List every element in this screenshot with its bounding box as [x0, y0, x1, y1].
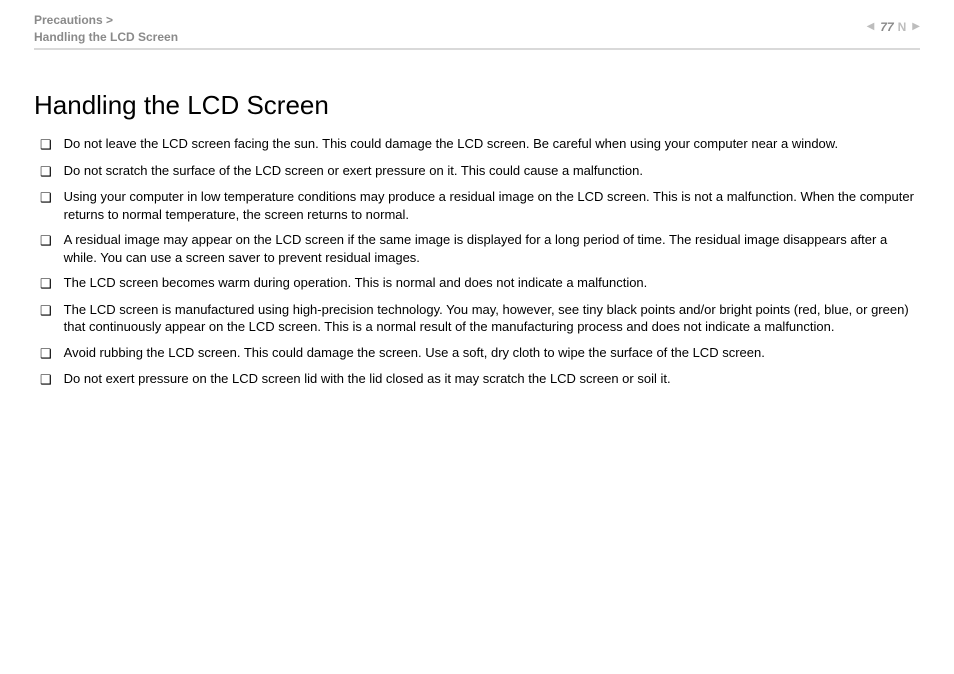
header-rule — [34, 48, 920, 50]
breadcrumb: Precautions > Handling the LCD Screen — [34, 12, 178, 46]
list-item: ❑ Using your computer in low temperature… — [40, 188, 920, 223]
list-item: ❑ The LCD screen is manufactured using h… — [40, 301, 920, 336]
bullet-icon: ❑ — [40, 275, 52, 293]
bullet-icon: ❑ — [40, 163, 52, 181]
page: Precautions > Handling the LCD Screen ◀ … — [0, 0, 954, 674]
list-item-text: Do not leave the LCD screen facing the s… — [64, 135, 920, 153]
list-item: ❑ A residual image may appear on the LCD… — [40, 231, 920, 266]
list-item: ❑ Do not leave the LCD screen facing the… — [40, 135, 920, 154]
list-item-text: Do not scratch the surface of the LCD sc… — [64, 162, 920, 180]
prev-page-icon[interactable]: ◀ — [867, 22, 875, 32]
list-item: ❑ The LCD screen becomes warm during ope… — [40, 274, 920, 293]
next-page-n-label[interactable]: N — [898, 20, 907, 34]
list-item-text: Do not exert pressure on the LCD screen … — [64, 370, 920, 388]
list-item: ❑ Avoid rubbing the LCD screen. This cou… — [40, 344, 920, 363]
breadcrumb-line-2: Handling the LCD Screen — [34, 30, 178, 44]
bullet-icon: ❑ — [40, 345, 52, 363]
list-item-text: Avoid rubbing the LCD screen. This could… — [64, 344, 920, 362]
bullet-icon: ❑ — [40, 232, 52, 250]
next-page-icon[interactable]: ▶ — [912, 22, 920, 32]
bullet-icon: ❑ — [40, 189, 52, 207]
list-item: ❑ Do not exert pressure on the LCD scree… — [40, 370, 920, 389]
bullet-icon: ❑ — [40, 136, 52, 154]
list-item-text: The LCD screen becomes warm during opera… — [64, 274, 920, 292]
page-nav: ◀ 77 N ▶ — [867, 20, 920, 34]
bullet-list: ❑ Do not leave the LCD screen facing the… — [34, 135, 920, 389]
content: Handling the LCD Screen ❑ Do not leave t… — [34, 90, 920, 397]
page-number: 77 — [880, 20, 893, 34]
bullet-icon: ❑ — [40, 371, 52, 389]
header: Precautions > Handling the LCD Screen ◀ … — [34, 12, 920, 46]
list-item-text: The LCD screen is manufactured using hig… — [64, 301, 920, 336]
list-item: ❑ Do not scratch the surface of the LCD … — [40, 162, 920, 181]
breadcrumb-line-1: Precautions > — [34, 13, 113, 27]
page-title: Handling the LCD Screen — [34, 90, 920, 121]
list-item-text: Using your computer in low temperature c… — [64, 188, 920, 223]
list-item-text: A residual image may appear on the LCD s… — [64, 231, 920, 266]
bullet-icon: ❑ — [40, 302, 52, 320]
